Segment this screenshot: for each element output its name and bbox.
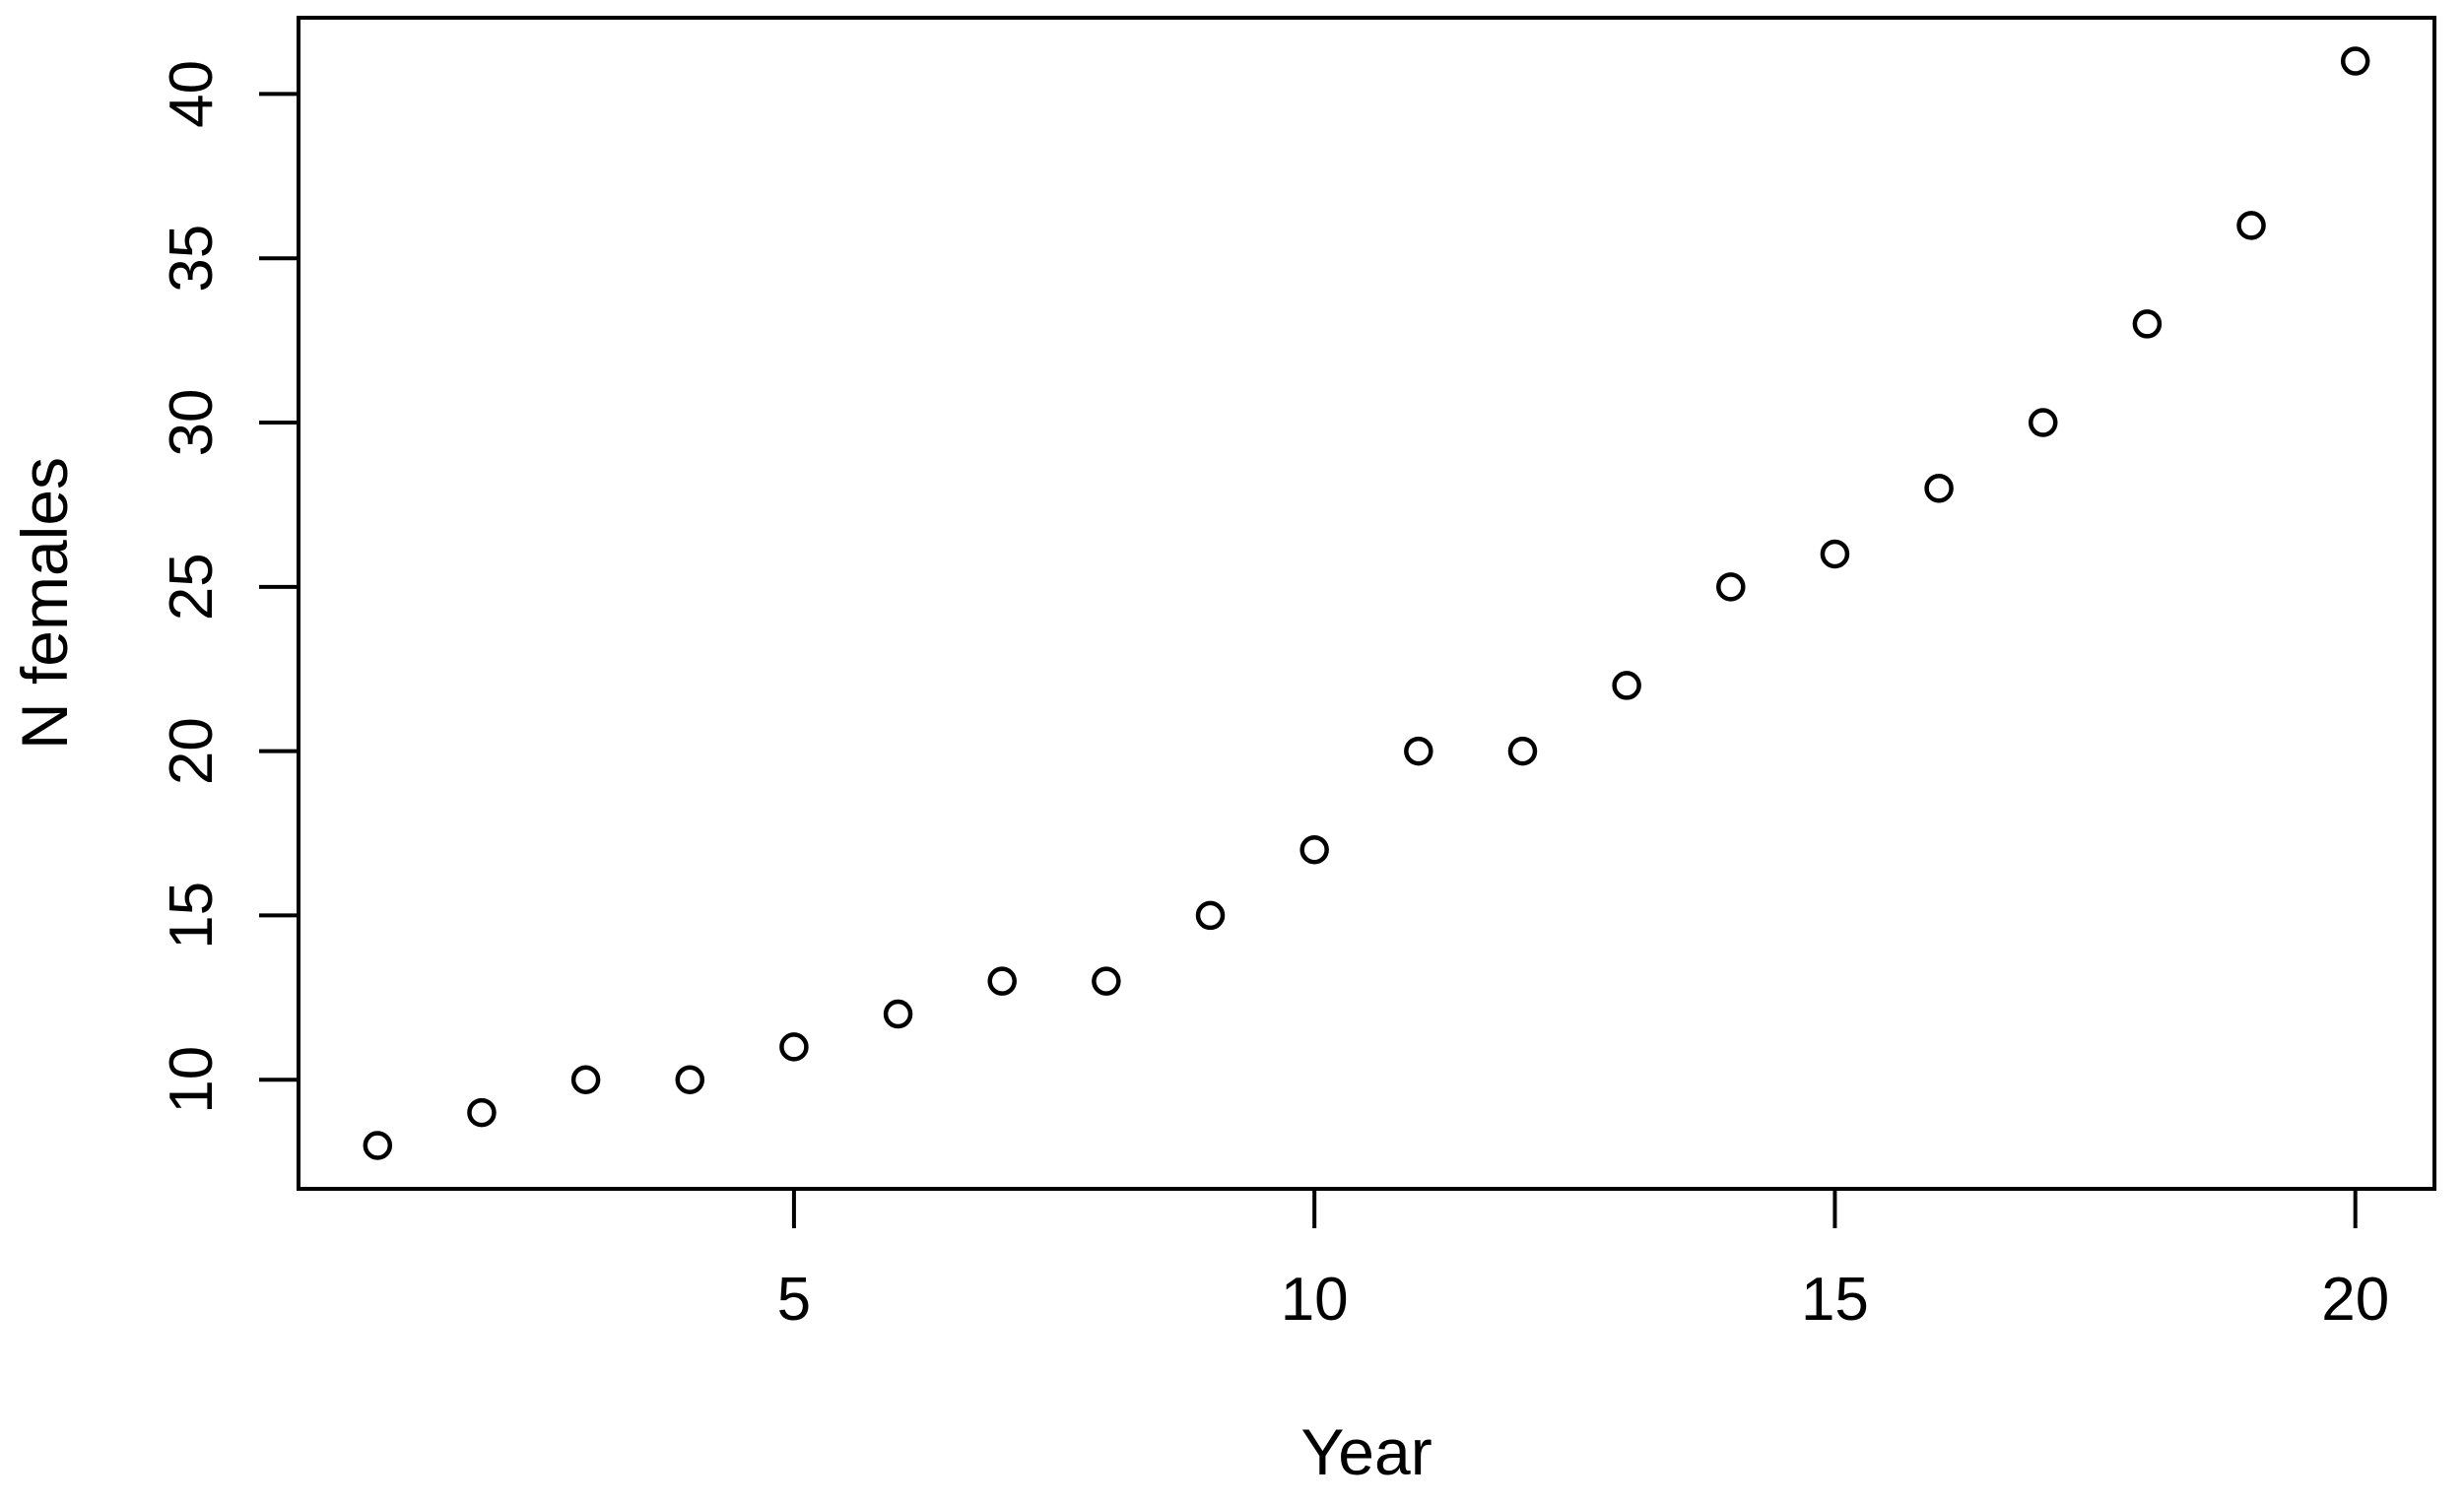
- data-point: [1507, 736, 1538, 766]
- x-axis-label: Year: [1300, 1415, 1432, 1488]
- data-point: [2028, 408, 2058, 437]
- data-point: [467, 1097, 497, 1128]
- data-point: [570, 1065, 601, 1094]
- data-point: [1299, 834, 1329, 865]
- data-point: [1195, 900, 1226, 931]
- y-tick-label: 25: [158, 553, 226, 621]
- y-tick-label: 30: [158, 389, 226, 457]
- data-point: [1716, 572, 1746, 602]
- x-tick-label: 20: [2321, 1266, 2389, 1334]
- y-tick-label: 10: [158, 1046, 226, 1114]
- y-axis-ticks: 10 15 20 25 30 35 40: [158, 60, 299, 1114]
- data-point: [1404, 736, 1433, 766]
- data-point: [883, 999, 913, 1029]
- data-point: [2132, 309, 2163, 339]
- data-point: [2340, 46, 2370, 76]
- data-point: [1820, 539, 1850, 569]
- plot-border: [297, 16, 2436, 1191]
- data-point: [779, 1032, 809, 1062]
- data-points: [363, 46, 2370, 1160]
- x-tick-label: 5: [777, 1266, 811, 1334]
- data-point: [2236, 211, 2266, 240]
- x-tick-label: 15: [1801, 1266, 1869, 1334]
- data-point: [675, 1065, 705, 1094]
- y-tick-label: 20: [158, 717, 226, 785]
- y-tick-label: 15: [158, 882, 226, 949]
- data-point: [1924, 473, 1954, 503]
- data-point: [363, 1131, 393, 1160]
- x-axis-ticks: 5 10 15 20: [777, 1189, 2389, 1334]
- y-axis-label: N females: [8, 457, 81, 750]
- data-point: [1612, 671, 1641, 700]
- data-point: [1092, 966, 1121, 996]
- y-tick-label: 35: [158, 225, 226, 293]
- x-tick-label: 10: [1281, 1266, 1349, 1334]
- y-tick-label: 40: [158, 60, 226, 128]
- data-point: [987, 966, 1017, 996]
